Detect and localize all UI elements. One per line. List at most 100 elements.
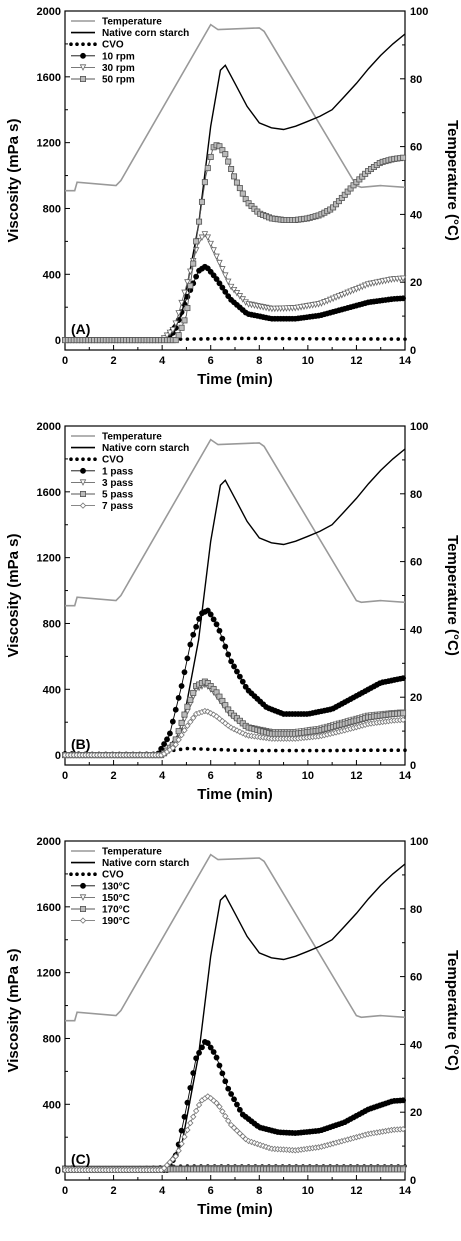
y-tick-label: 1600 [37,72,61,84]
y2-tick-label: 100 [410,421,428,433]
data-point [201,179,208,186]
data-point [196,615,202,622]
legend-item: 130°C [71,881,130,892]
x-tick-label: 10 [302,1185,314,1197]
series-line [65,1095,406,1171]
y-tick-label: 400 [43,1099,61,1111]
legend-swatch-dot [93,872,97,876]
data-point [161,741,167,747]
data-point [369,748,373,752]
data-point [181,669,188,676]
data-point [399,275,407,283]
data-point [400,154,407,161]
x-tick-label: 4 [159,355,166,367]
series-7-pass [61,707,407,759]
y-axis-title: Viscosity (mPa s) [5,119,22,243]
data-point [403,748,407,752]
y-tick-label: 1200 [37,138,61,150]
data-point [187,1119,194,1127]
data-point [239,296,247,303]
data-point [376,337,380,341]
x-tick-label: 14 [399,355,412,367]
y2-tick-label: 40 [410,1039,422,1051]
series-temperature [65,23,406,192]
data-point [308,337,312,341]
x-tick-label: 8 [256,355,262,367]
data-point [184,305,191,312]
data-point [213,276,220,282]
data-point [206,337,210,341]
legend-swatch-dot [87,872,91,876]
legend-item: Native corn starch [71,28,189,39]
y2-tick-label: 80 [410,74,422,86]
data-point [181,711,188,718]
data-point [236,293,244,300]
data-point [184,1126,191,1134]
x-tick-label: 10 [302,355,314,367]
y-axis-title: Viscosity (mPa s) [5,534,22,658]
data-point [231,663,237,670]
x-tick-label: 0 [62,770,68,782]
y2-tick-label: 0 [410,760,416,772]
data-point [207,153,214,160]
data-point [196,1049,202,1056]
data-point [216,1062,223,1069]
x-tick-label: 8 [256,770,262,782]
legend-item: 10 rpm [71,51,135,62]
data-point [204,234,212,241]
data-point [400,1097,406,1104]
y2-tick-label: 0 [410,345,416,357]
data-point [389,337,394,341]
x-tick-label: 14 [399,1185,412,1197]
y2-tick-label: 40 [410,624,422,636]
legend-label: CVO [102,40,124,51]
x-tick-label: 2 [111,355,117,367]
data-point [187,282,194,289]
data-point [362,748,367,752]
data-point [210,272,217,279]
x-axis-title: Time (min) [197,786,273,803]
x-tick-label: 14 [399,770,412,782]
data-point [207,240,214,248]
legend-marker [79,479,87,486]
legend-swatch-dot [93,42,97,46]
panel-label: (C) [71,1151,90,1167]
x-tick-label: 4 [159,770,166,782]
data-point [216,259,223,267]
y-tick-label: 1600 [37,487,61,499]
data-point [210,616,217,623]
series-50-rpm [62,142,407,344]
data-point [225,158,232,165]
chart-panel-c: 0 2 4 6 8 10 12 1404008001200160020000204060801… [5,836,461,1218]
legend-item: 170°C [71,905,130,916]
data-point [192,337,196,341]
data-point [198,198,205,205]
data-point [178,1140,185,1147]
data-point [204,607,211,614]
y-tick-label: 0 [55,750,61,762]
data-point [382,748,387,752]
legend-swatch-dot [69,457,73,462]
data-point [236,185,243,192]
data-point [175,332,182,339]
data-point [274,336,278,341]
data-point [178,731,185,739]
legend-item: 30 rpm [71,63,135,74]
series-30-rpm [61,231,407,344]
legend-item: Native corn starch [71,443,189,454]
data-point [204,165,211,172]
y2-tick-label: 40 [410,209,422,221]
y-tick-label: 0 [55,335,61,347]
series-170-c [62,1166,407,1173]
data-point [201,231,209,238]
data-point [184,655,191,662]
data-point [195,1101,203,1109]
legend-label: Native corn starch [102,858,189,869]
data-point [178,1127,185,1134]
legend-swatch-dot [75,457,79,462]
data-point [267,748,271,753]
data-point [222,151,229,158]
data-point [219,635,226,642]
data-point [222,272,229,279]
